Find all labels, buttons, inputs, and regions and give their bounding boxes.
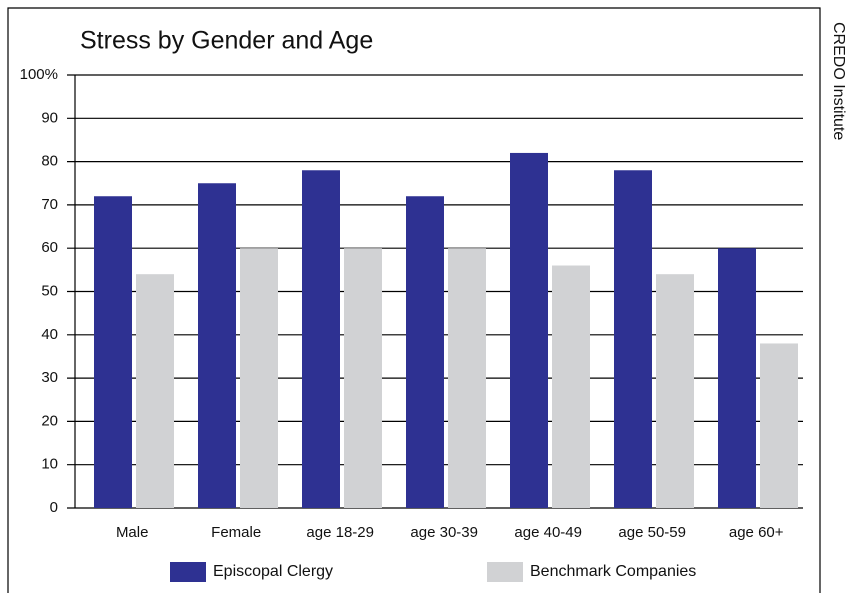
bar bbox=[510, 152, 548, 508]
y-tick-label: 80 bbox=[41, 153, 58, 170]
bar bbox=[760, 343, 798, 508]
bar bbox=[240, 248, 278, 508]
y-tick-label: 10 bbox=[41, 456, 58, 473]
bar bbox=[198, 183, 236, 508]
x-tick-label: Female bbox=[211, 524, 261, 541]
x-tick-label: age 50-59 bbox=[618, 524, 686, 541]
x-tick-label: age 30-39 bbox=[410, 524, 478, 541]
bar bbox=[614, 170, 652, 508]
legend-swatch bbox=[487, 562, 523, 582]
y-tick-label: 30 bbox=[41, 369, 58, 386]
y-tick-label: 0 bbox=[50, 499, 58, 516]
bar bbox=[656, 274, 694, 508]
y-tick-label: 60 bbox=[41, 239, 58, 256]
legend-swatch bbox=[170, 562, 206, 582]
bar bbox=[448, 248, 486, 508]
chart-title: Stress by Gender and Age bbox=[80, 27, 373, 55]
bar bbox=[406, 196, 444, 509]
legend-label: Benchmark Companies bbox=[530, 563, 696, 580]
side-note: CREDO Institute bbox=[830, 22, 847, 140]
bar bbox=[94, 196, 132, 509]
y-tick-label: 50 bbox=[41, 282, 58, 299]
y-tick-label: 70 bbox=[41, 196, 58, 213]
x-tick-label: age 40-49 bbox=[514, 524, 582, 541]
bar bbox=[344, 248, 382, 508]
bar bbox=[718, 248, 756, 508]
bar bbox=[302, 170, 340, 508]
bar bbox=[552, 265, 590, 508]
legend-label: Episcopal Clergy bbox=[213, 563, 333, 580]
bar bbox=[136, 274, 174, 508]
x-tick-label: age 60+ bbox=[729, 524, 784, 541]
y-tick-label: 20 bbox=[41, 412, 58, 429]
x-tick-label: Male bbox=[116, 524, 149, 541]
y-tick-label: 100% bbox=[20, 66, 58, 83]
y-tick-label: 90 bbox=[41, 109, 58, 126]
x-tick-label: age 18-29 bbox=[306, 524, 374, 541]
frame bbox=[7, 7, 821, 593]
y-tick-label: 40 bbox=[41, 326, 58, 343]
